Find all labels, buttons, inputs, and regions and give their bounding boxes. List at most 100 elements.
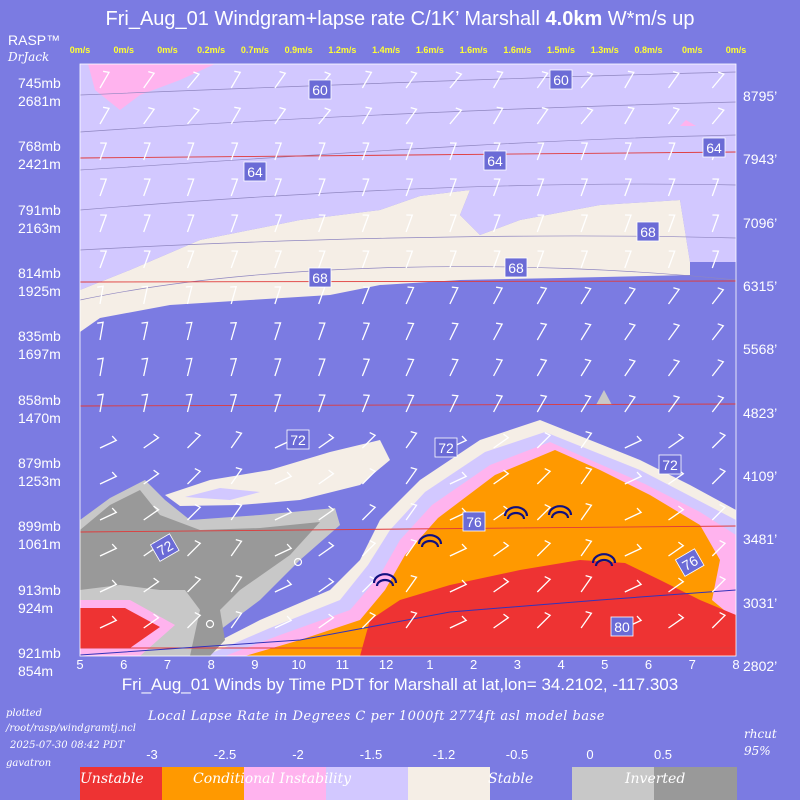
contour-labels: 60 60 64 64 64 68 68 68 72 72 72 72 76 76 80	[149, 69, 726, 637]
colorbar-value: -3	[146, 747, 158, 762]
x-tick-label: 7	[163, 657, 172, 672]
wind-barb	[230, 430, 243, 449]
colorbar-value: -1.5	[359, 747, 383, 762]
wind-barb	[99, 471, 118, 485]
wind-barb	[143, 469, 160, 485]
wind-barb	[711, 504, 727, 521]
wind-barb	[230, 610, 243, 629]
wind-barb	[580, 610, 593, 629]
wind-barb	[711, 323, 725, 341]
wind-barb	[230, 466, 243, 485]
wind-barb	[143, 70, 156, 89]
wind-barb	[580, 142, 589, 161]
wind-barb	[580, 538, 593, 557]
plotted-label: plotted	[6, 708, 42, 719]
wind-barb	[405, 70, 418, 89]
wind-barb	[667, 178, 676, 197]
wind-barb	[624, 471, 643, 485]
wstar-label: 0m/s	[113, 45, 134, 55]
wind-barb	[274, 142, 283, 161]
wind-barb	[187, 432, 202, 449]
wind-barb	[492, 214, 501, 233]
wind-barb	[536, 70, 549, 89]
wind-barb	[99, 543, 118, 557]
wind-barb	[186, 178, 195, 197]
wind-barb	[143, 577, 160, 593]
wind-barb	[536, 178, 545, 197]
wind-barb	[580, 430, 593, 449]
svg-text:72: 72	[662, 457, 678, 473]
wind-barb	[318, 613, 335, 629]
wind-barb	[187, 468, 202, 485]
wstar-label: 1.3m/s	[590, 45, 619, 55]
x-tick-label: 6	[644, 657, 653, 672]
wind-barb	[141, 393, 149, 413]
wind-barb	[230, 574, 243, 593]
lapse-caption: Local Lapse Rate in Degrees C per 1000ft…	[148, 709, 605, 724]
wstar-label: 0m/s	[69, 45, 91, 55]
wind-barb	[493, 577, 510, 593]
wind-barb	[318, 541, 335, 557]
region-lilac-mid	[185, 488, 260, 500]
wind-barb	[668, 541, 685, 557]
wind-barb	[580, 214, 589, 233]
wind-barb	[711, 612, 727, 629]
x-tick-label: 3	[513, 657, 521, 672]
wind-barb	[97, 357, 104, 377]
wind-barb	[230, 358, 238, 377]
wind-barb	[274, 106, 287, 125]
cumulus-markers	[372, 505, 617, 587]
wind-barb	[405, 178, 414, 197]
svg-text:64: 64	[706, 140, 722, 156]
colorbar-value: 0	[586, 747, 594, 762]
svg-text:64: 64	[247, 164, 263, 180]
wind-barb	[711, 359, 725, 377]
wind-barb	[187, 71, 201, 89]
contour-label: 64	[483, 150, 507, 171]
contour-label: 60	[308, 79, 332, 100]
script-path: /root/rasp/windgramtj.ncl	[6, 723, 136, 734]
wind-barb	[580, 394, 592, 413]
wind-barb	[536, 286, 548, 305]
wind-barb	[361, 540, 377, 557]
wind-barb	[493, 394, 504, 413]
wind-barb	[624, 250, 632, 269]
wind-barb	[493, 613, 510, 629]
x-tick-label: 5	[601, 657, 609, 672]
contour-label: 76	[462, 511, 486, 532]
wind-barb	[405, 286, 415, 305]
wind-barb	[230, 322, 238, 341]
colorbar-category: Stable	[488, 771, 534, 787]
contour-label: 68	[504, 257, 528, 278]
height-m-label: 2681m	[18, 93, 61, 109]
height-ft-label: 3481’	[743, 531, 778, 548]
wind-barb	[230, 502, 243, 521]
wind-barb	[493, 70, 504, 89]
wind-barb	[667, 142, 676, 161]
wind-barb	[492, 250, 501, 269]
wind-barb	[711, 71, 725, 89]
wind-barb	[361, 250, 370, 269]
wind-barb	[274, 358, 282, 377]
wind-barb	[230, 214, 239, 233]
wind-barb	[536, 468, 552, 485]
wind-barb	[185, 321, 193, 341]
wind-barb	[405, 106, 418, 125]
wind-barb	[99, 615, 118, 629]
pressure-label: 745mb	[18, 75, 61, 91]
wind-barb	[536, 322, 548, 341]
wind-barb	[186, 250, 195, 269]
height-m-label: 854m	[18, 663, 54, 679]
height-m-label: 1697m	[18, 346, 61, 363]
x-tick-label: 6	[120, 657, 128, 672]
wind-barb	[624, 142, 632, 161]
colorbar-swatch	[244, 767, 327, 800]
wstar-label: 1.6m/s	[415, 45, 444, 55]
rhcut-value: 95%	[744, 744, 771, 758]
svg-text:60: 60	[312, 82, 328, 98]
marker-circle	[205, 619, 215, 629]
wstar-label: 1.4m/s	[372, 45, 401, 55]
wind-barb	[361, 286, 371, 305]
wind-barb	[99, 142, 108, 161]
